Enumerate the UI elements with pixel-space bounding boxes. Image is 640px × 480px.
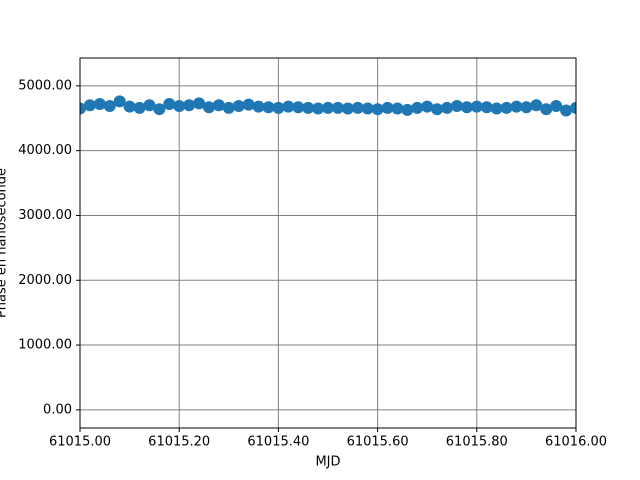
y-axis-label: Phase en nanoseconde [0,168,10,318]
point [113,95,126,108]
plot-points [80,95,576,117]
point [252,100,265,113]
point [222,101,235,114]
point [302,101,315,114]
point [431,103,444,116]
y-tick-label: 4000.00 [18,143,72,158]
y-tick-label: 1000.00 [18,338,72,353]
point [570,101,576,114]
point [242,98,255,111]
y-tick-label: 3000.00 [18,208,72,223]
x-tick-label: 61016.00 [545,435,607,450]
point [361,102,374,115]
point [450,99,463,112]
point [381,101,394,114]
point [83,99,96,112]
x-tick-label: 61015.20 [148,435,210,450]
point [133,101,146,114]
point [441,101,454,114]
point [262,101,275,114]
point [173,99,186,112]
point [560,104,573,117]
point [202,101,215,114]
point [183,99,196,112]
x-axis-label: MJD [315,455,340,470]
point [411,101,424,114]
point [460,101,473,114]
point [282,100,295,113]
x-tick-label: 61015.40 [247,435,309,450]
point [341,102,354,115]
point [540,103,553,116]
point [510,100,523,113]
point [371,103,384,116]
point [272,101,285,114]
point [500,101,513,114]
point [520,101,533,114]
y-tick-label: 2000.00 [18,273,72,288]
point [232,99,245,112]
point [331,101,344,114]
point [193,97,206,110]
x-tick-label: 61015.00 [49,435,111,450]
point [530,99,543,112]
point [93,98,106,111]
point [153,103,166,116]
point [312,102,325,115]
point [480,101,493,114]
point [163,98,176,111]
point [322,101,334,114]
point [143,99,156,112]
point [103,99,116,112]
point [401,103,414,116]
point [292,101,305,114]
point [391,102,404,115]
x-tick-label: 61015.60 [347,435,409,450]
point [421,100,434,113]
y-tick-label: 5000.00 [18,78,72,93]
point [470,100,483,113]
point [212,99,225,112]
x-tick-label: 61015.80 [446,435,508,450]
plot-frame [79,57,577,429]
point [550,99,563,112]
y-tick-label: 0.00 [43,402,72,417]
point [351,101,364,114]
point [490,102,503,115]
point [123,100,136,113]
